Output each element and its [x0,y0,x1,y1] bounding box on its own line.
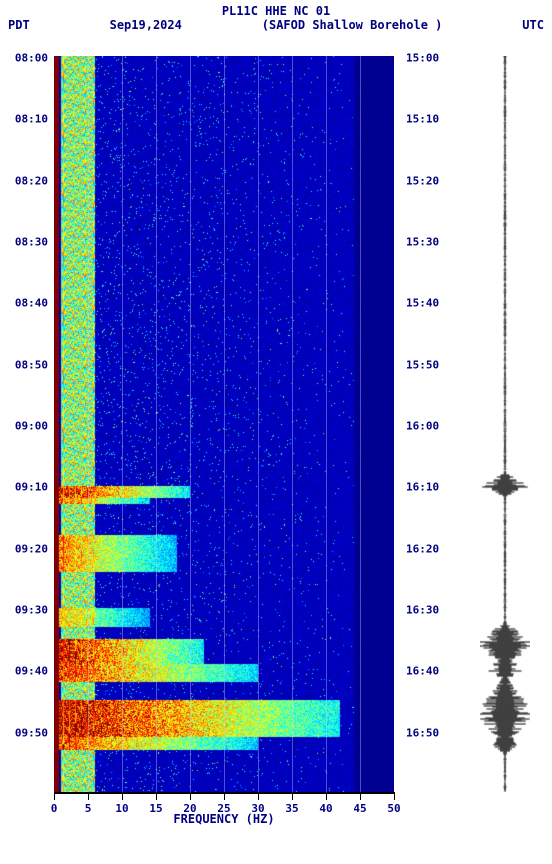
y-tick-label: 15:10 [406,113,439,126]
y-tick-label: 15:30 [406,236,439,249]
y-tick-label: 09:10 [15,481,48,494]
x-tick [258,792,259,800]
y-tick-label: 15:20 [406,174,439,187]
x-tick [88,792,89,800]
chart-subtitle: PDT Sep19,2024 (SAFOD Shallow Borehole )… [0,18,552,32]
x-tick [292,792,293,800]
chart-title: PL11C HHE NC 01 [0,0,552,18]
y-tick-label: 08:30 [15,236,48,249]
y-tick-label: 16:40 [406,665,439,678]
gridline [360,56,361,792]
y-tick-label: 09:40 [15,665,48,678]
x-tick [54,792,55,800]
gridline [292,56,293,792]
y-axis-right: 15:0015:1015:2015:3015:4015:5016:0016:10… [400,56,450,792]
y-tick-label: 16:20 [406,542,439,555]
y-tick-label: 08:10 [15,113,48,126]
waveform-panel [480,56,530,792]
x-tick [394,792,395,800]
y-tick-label: 16:50 [406,726,439,739]
y-tick-label: 09:30 [15,604,48,617]
gridline [224,56,225,792]
gridline [88,56,89,792]
tz-right: UTC [522,18,544,32]
x-axis-label: FREQUENCY (HZ) [54,812,394,826]
tz-left: PDT [8,18,30,32]
y-tick-label: 08:40 [15,297,48,310]
y-axis-left: 08:0008:1008:2008:3008:4008:5009:0009:10… [0,56,50,792]
date: Sep19,2024 [110,18,182,32]
y-tick-label: 08:20 [15,174,48,187]
x-tick [156,792,157,800]
y-tick-label: 15:50 [406,358,439,371]
y-tick-label: 08:50 [15,358,48,371]
y-tick-label: 09:50 [15,726,48,739]
x-axis: 05101520253035404550 [54,792,394,812]
gridline [122,56,123,792]
x-tick [326,792,327,800]
waveform-canvas [480,56,530,792]
x-tick [224,792,225,800]
spectrogram-plot [54,56,394,792]
y-tick-label: 16:30 [406,604,439,617]
y-tick-label: 16:10 [406,481,439,494]
x-tick [190,792,191,800]
y-tick-label: 16:00 [406,420,439,433]
y-tick-label: 09:00 [15,420,48,433]
y-tick-label: 15:00 [406,52,439,65]
gridline [258,56,259,792]
y-tick-label: 08:00 [15,52,48,65]
x-tick [360,792,361,800]
y-tick-label: 15:40 [406,297,439,310]
gridline [156,56,157,792]
x-tick [122,792,123,800]
gridline [190,56,191,792]
station: (SAFOD Shallow Borehole ) [262,18,443,32]
y-tick-label: 09:20 [15,542,48,555]
gridline [326,56,327,792]
